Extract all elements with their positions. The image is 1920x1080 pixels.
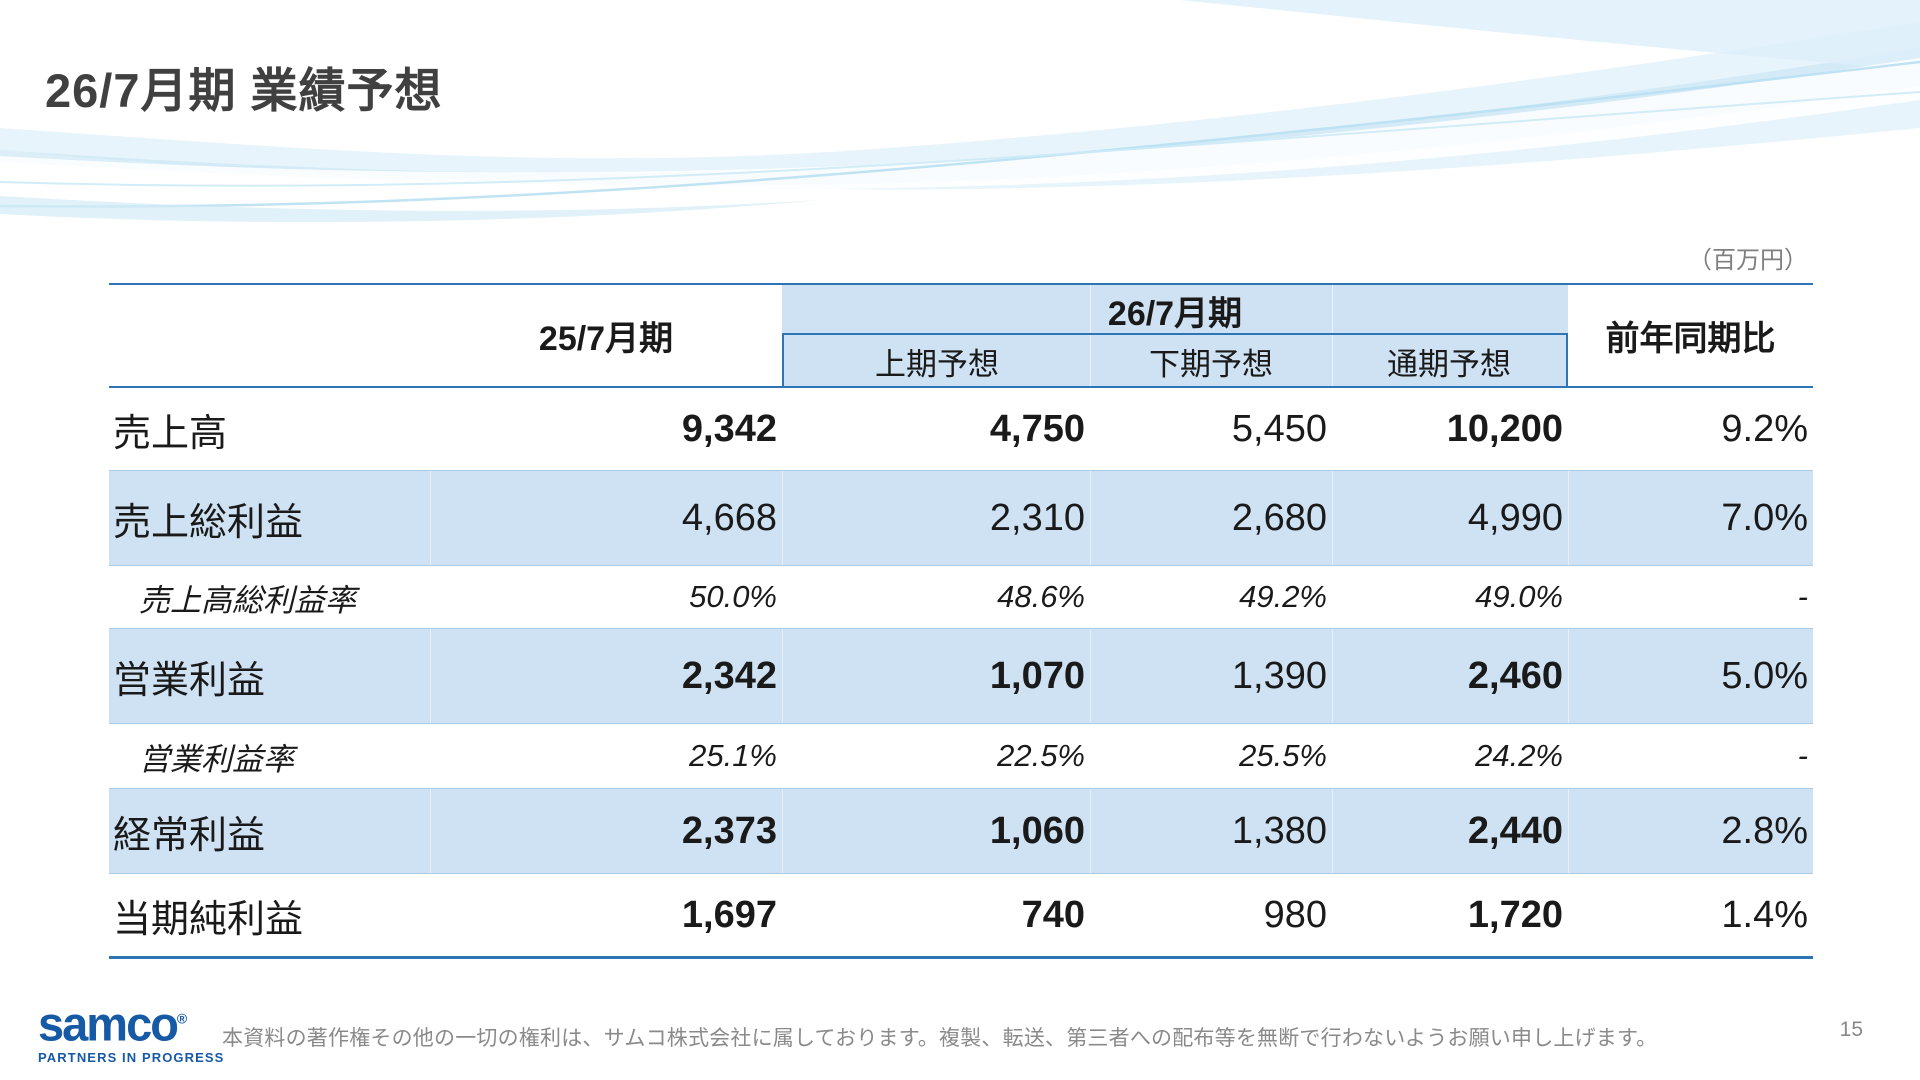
registered-mark-icon: ® [176,1010,188,1027]
table-row: 売上高 9,342 4,750 5,450 10,200 9.2% [109,388,1813,471]
cell-value: 5.0% [1721,654,1808,697]
cell-value: 2,460 [1467,654,1563,697]
cell-value: - [1797,579,1808,614]
table-body: 売上高 9,342 4,750 5,450 10,200 9.2% 売上総利益 4,668 2,… [109,388,1813,956]
table-row: 営業利益率 25.1% 22.5% 25.5% 24.2% - [109,724,1813,789]
cell-value: 1,060 [989,809,1085,852]
row-label: 売上高総利益率 [139,582,356,618]
table-row: 営業利益 2,342 1,070 1,390 2,460 5.0% [109,629,1813,724]
cell-value: 4,668 [681,496,777,539]
cell-value: 4,750 [989,407,1085,450]
cell-value: 2.8% [1721,809,1808,852]
header-bottom-border [109,386,1813,388]
row-label: 売上総利益 [113,501,304,544]
cell-value: 1,380 [1231,809,1327,852]
cell-value: 2,373 [681,809,777,852]
subheader-second-half: 下期予想 [1149,347,1273,382]
header-shade-block [782,285,1568,386]
logo-tagline: PARTNERS IN PROGRESS [38,1050,225,1065]
table-row: 経常利益 2,373 1,060 1,380 2,440 2.8% [109,789,1813,874]
cell-value: 1,070 [989,654,1085,697]
cell-value: 2,342 [681,654,777,697]
cell-value: 48.6% [997,579,1085,614]
cell-value: 49.2% [1239,579,1327,614]
subheader-first-half: 上期予想 [875,347,999,382]
row-label: 経常利益 [113,814,266,857]
cell-value: 49.0% [1475,579,1563,614]
cell-value: 2,680 [1231,496,1327,539]
logo-text: samco [38,996,179,1051]
row-label: 当期純利益 [113,898,304,941]
cell-value: 5,450 [1231,407,1327,450]
cell-value: 2,440 [1467,809,1563,852]
wave-decoration [0,0,1920,270]
table-row: 当期純利益 1,697 740 980 1,720 1.4% [109,874,1813,956]
cell-value: 1,720 [1467,893,1563,936]
cell-value: 1,697 [681,893,777,936]
table-top-border [109,283,1813,285]
cell-value: - [1797,738,1808,773]
forecast-table: 25/7月期 26/7月期 前年同期比 上期予想 下期予想 通期予想 売上高 9,… [109,283,1813,959]
header-yoy: 前年同期比 [1605,320,1776,358]
subheader-full-year: 通期予想 [1387,347,1511,382]
cell-value: 2,310 [989,496,1085,539]
cell-value: 24.2% [1475,738,1563,773]
cell-value: 4,990 [1467,496,1563,539]
cell-value: 25.5% [1239,738,1327,773]
page-title: 26/7月期 業績予想 [45,64,443,117]
cell-value: 740 [1021,893,1085,936]
cell-value: 9.2% [1721,407,1808,450]
company-logo: samco® PARTNERS IN PROGRESS [38,1000,228,1065]
unit-note: （百万円） [1688,247,1808,274]
table-row: 売上総利益 4,668 2,310 2,680 4,990 7.0% [109,471,1813,566]
table-bottom-border [109,956,1813,959]
page-number: 15 [1839,1018,1863,1041]
row-label: 営業利益率 [139,741,294,777]
cell-value: 22.5% [997,738,1085,773]
copyright-disclaimer: 本資料の著作権その他の一切の権利は、サムコ株式会社に属しております。複製、転送、… [222,1027,1658,1050]
header-current-period: 26/7月期 [1107,294,1243,333]
row-label: 売上高 [113,412,228,455]
wave-swoosh-graphic [0,0,1920,223]
cell-value: 10,200 [1446,407,1563,450]
cell-value: 25.1% [689,738,777,773]
row-label: 営業利益 [113,659,266,702]
header-prior-period: 25/7月期 [538,320,674,358]
logo-wordmark: samco® [38,1000,228,1048]
cell-value: 1,390 [1231,654,1327,697]
subheader-box: 上期予想 下期予想 通期予想 [782,333,1568,388]
cell-value: 7.0% [1721,496,1808,539]
table-row: 売上高総利益率 50.0% 48.6% 49.2% 49.0% - [109,566,1813,629]
cell-value: 980 [1263,893,1327,936]
cell-value: 1.4% [1721,893,1808,936]
cell-value: 9,342 [681,407,777,450]
cell-value: 50.0% [689,579,777,614]
